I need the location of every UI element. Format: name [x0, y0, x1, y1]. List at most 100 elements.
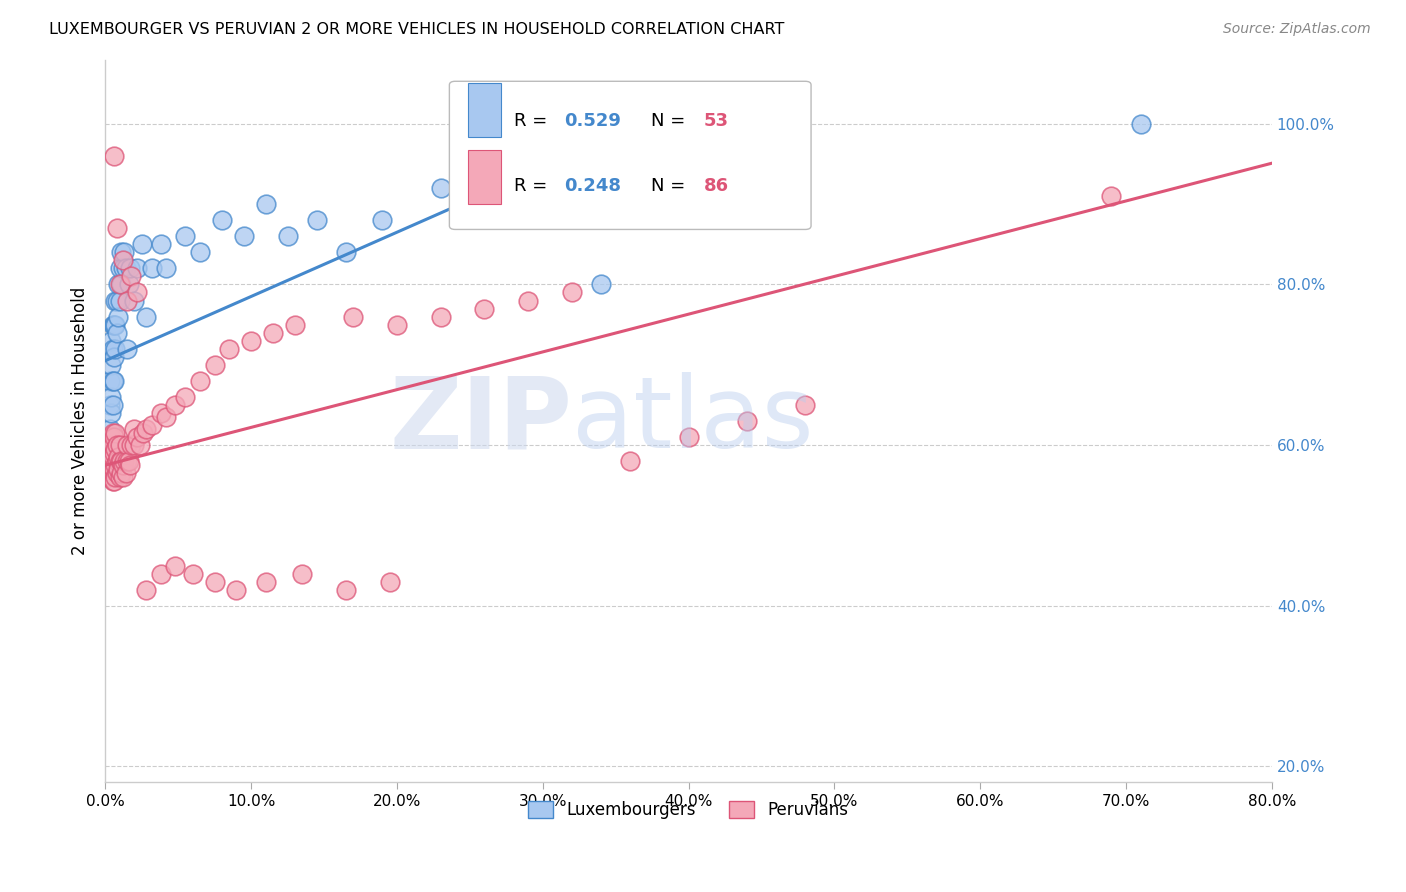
Point — [108, 261, 131, 276]
Point — [104, 470, 127, 484]
Point — [105, 454, 128, 468]
Point — [111, 458, 134, 472]
Point — [101, 462, 124, 476]
Point — [103, 446, 125, 460]
Point — [262, 326, 284, 340]
Point — [131, 237, 153, 252]
Point — [474, 301, 496, 316]
Point — [121, 438, 143, 452]
Point — [103, 374, 125, 388]
Legend: Luxembourgers, Peruvians: Luxembourgers, Peruvians — [522, 795, 855, 826]
Point — [98, 430, 121, 444]
Point — [104, 425, 127, 440]
Point — [100, 430, 122, 444]
Text: 53: 53 — [704, 112, 728, 130]
FancyBboxPatch shape — [468, 83, 501, 137]
Point — [335, 582, 357, 597]
Point — [429, 181, 451, 195]
Point — [124, 422, 146, 436]
Point — [101, 318, 124, 332]
Point — [135, 582, 157, 597]
Point — [117, 454, 139, 468]
Point — [794, 398, 817, 412]
Point — [429, 310, 451, 324]
Point — [105, 326, 128, 340]
Point — [101, 398, 124, 412]
Point — [107, 310, 129, 324]
Point — [188, 245, 211, 260]
Point — [135, 310, 157, 324]
Point — [110, 454, 132, 468]
Point — [127, 285, 149, 300]
Text: 0.529: 0.529 — [564, 112, 620, 130]
Point — [108, 470, 131, 484]
Point — [141, 417, 163, 432]
Point — [101, 374, 124, 388]
Point — [619, 454, 641, 468]
Point — [678, 430, 700, 444]
Point — [115, 454, 138, 468]
Text: R =: R = — [513, 112, 553, 130]
Point — [291, 566, 314, 581]
Point — [100, 446, 122, 460]
Text: 0.248: 0.248 — [564, 178, 620, 195]
Point — [115, 438, 138, 452]
Point — [111, 470, 134, 484]
Point — [276, 229, 298, 244]
Point — [1101, 189, 1123, 203]
Text: R =: R = — [513, 178, 553, 195]
Point — [108, 438, 131, 452]
Text: Source: ZipAtlas.com: Source: ZipAtlas.com — [1223, 22, 1371, 37]
Point — [107, 450, 129, 464]
Point — [98, 374, 121, 388]
Point — [546, 149, 568, 163]
Point — [103, 318, 125, 332]
Point — [110, 277, 132, 292]
Point — [103, 430, 125, 444]
Point — [105, 293, 128, 308]
Point — [101, 342, 124, 356]
Point — [98, 422, 121, 436]
Point — [188, 374, 211, 388]
Point — [240, 334, 263, 348]
Text: N =: N = — [651, 178, 692, 195]
Text: N =: N = — [651, 112, 692, 130]
Point — [98, 462, 121, 476]
Point — [605, 133, 627, 147]
Point — [100, 358, 122, 372]
Point — [1129, 117, 1152, 131]
Point — [114, 261, 136, 276]
Point — [254, 197, 277, 211]
Point — [101, 425, 124, 440]
Point — [104, 442, 127, 456]
Point — [135, 422, 157, 436]
Point — [155, 261, 177, 276]
Point — [111, 253, 134, 268]
Point — [385, 318, 408, 332]
Point — [225, 582, 247, 597]
Point — [100, 390, 122, 404]
Point — [335, 245, 357, 260]
Point — [103, 149, 125, 163]
Point — [103, 350, 125, 364]
Point — [149, 406, 172, 420]
Point — [127, 261, 149, 276]
Point — [517, 293, 540, 308]
Point — [211, 213, 233, 227]
Point — [104, 342, 127, 356]
Point — [305, 213, 328, 227]
Point — [342, 310, 364, 324]
Text: LUXEMBOURGER VS PERUVIAN 2 OR MORE VEHICLES IN HOUSEHOLD CORRELATION CHART: LUXEMBOURGER VS PERUVIAN 2 OR MORE VEHIC… — [49, 22, 785, 37]
Point — [101, 438, 124, 452]
Point — [165, 558, 187, 573]
Point — [107, 277, 129, 292]
Point — [149, 237, 172, 252]
Point — [127, 430, 149, 444]
Point — [115, 342, 138, 356]
Point — [108, 277, 131, 292]
Point — [371, 213, 394, 227]
Point — [104, 318, 127, 332]
Point — [97, 438, 120, 452]
Point — [378, 574, 401, 589]
Text: atlas: atlas — [572, 373, 814, 469]
